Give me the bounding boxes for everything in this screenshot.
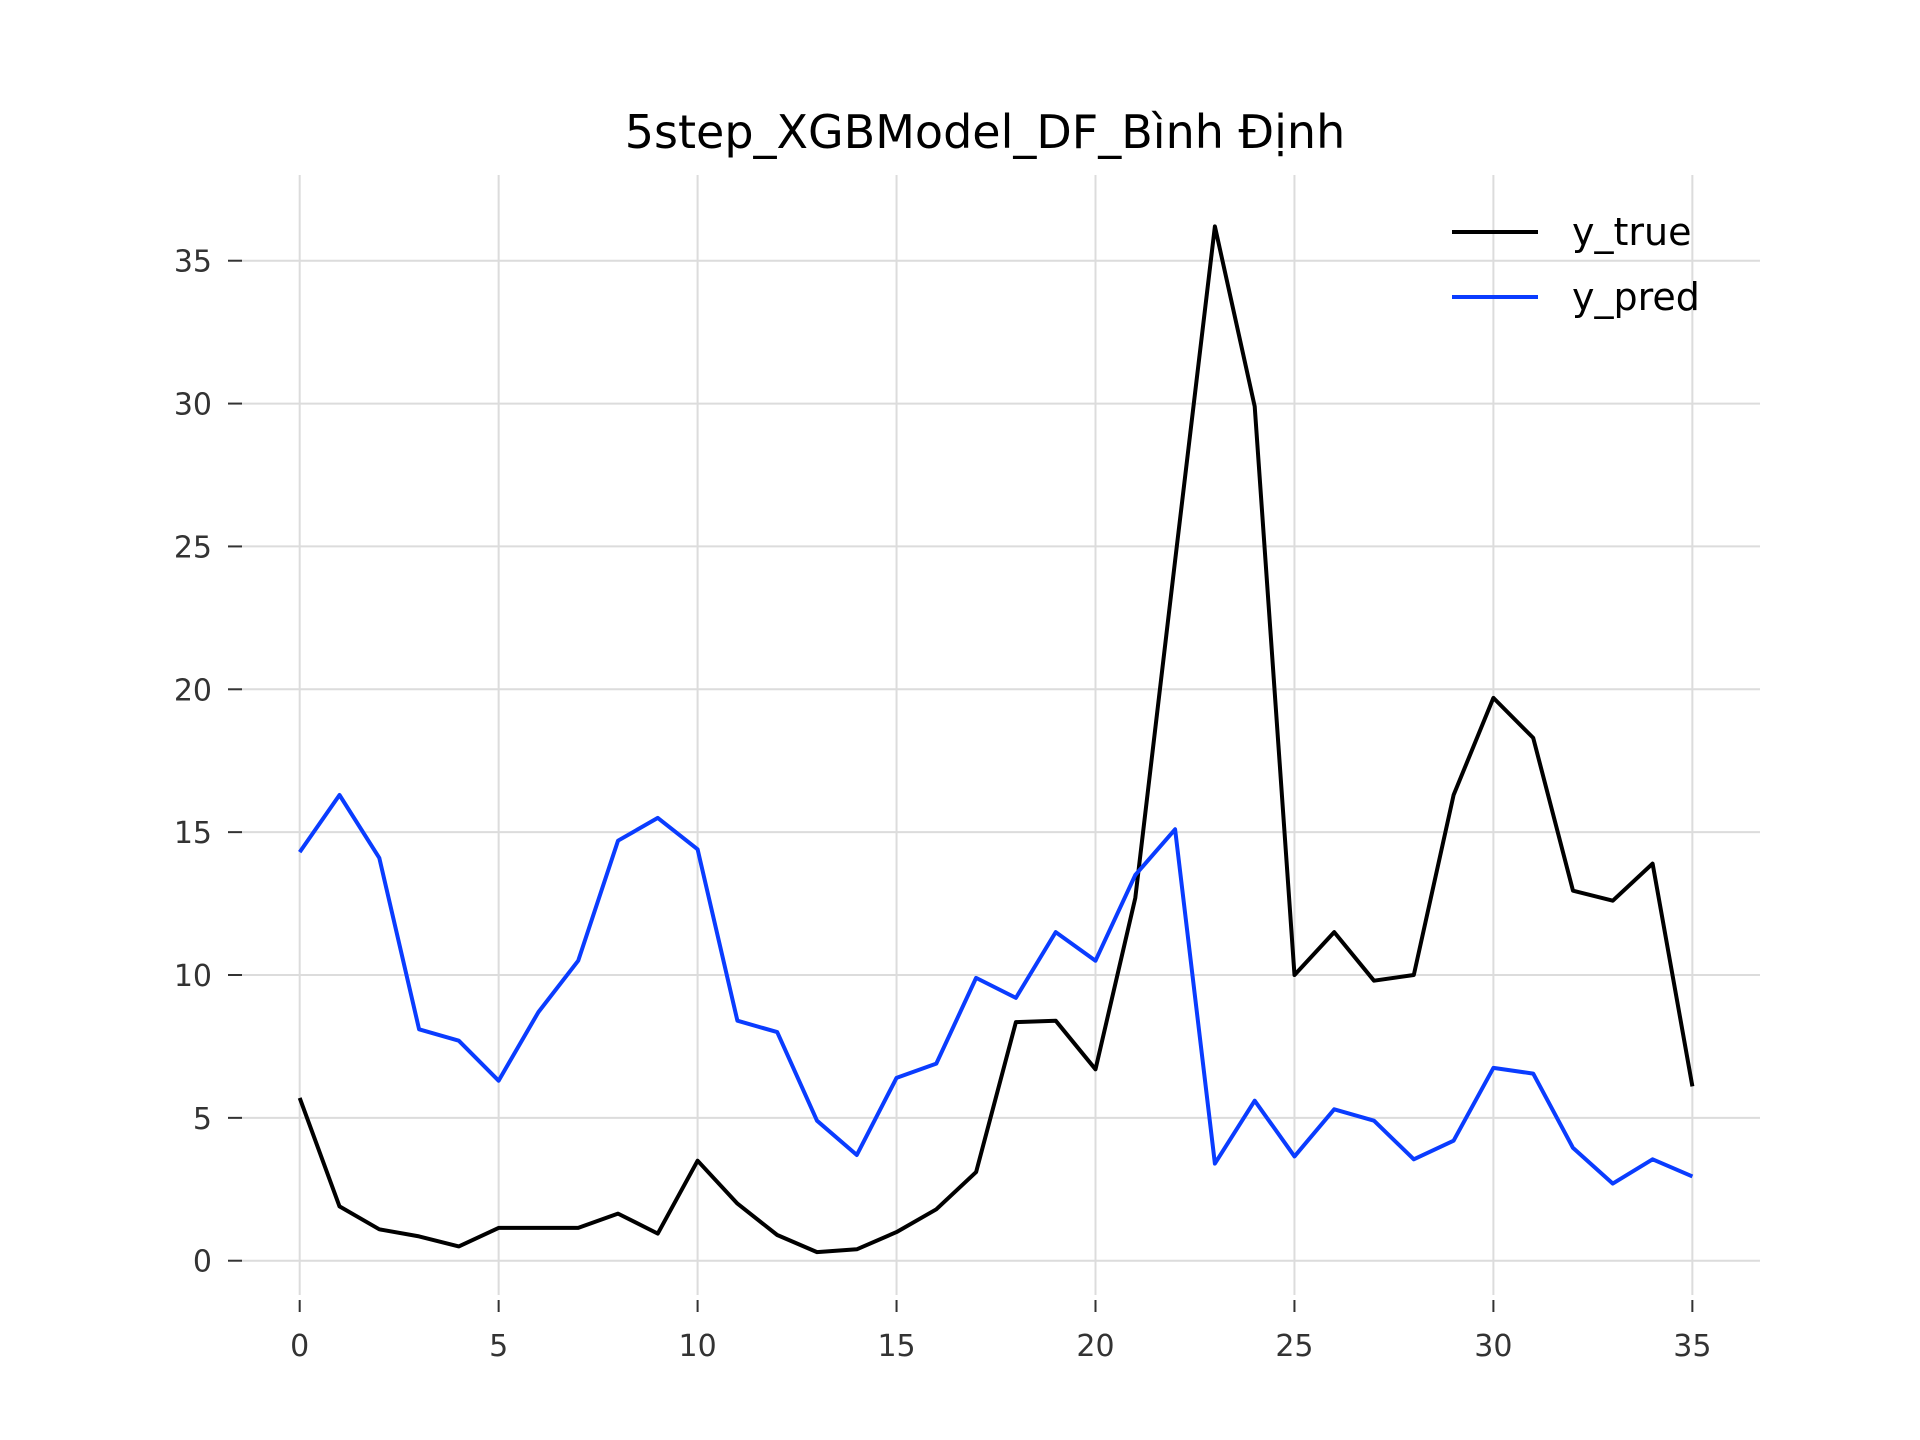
y-tick-label: 25 — [174, 530, 212, 565]
legend-label-y-pred: y_pred — [1572, 275, 1700, 319]
x-tick-label: 15 — [877, 1329, 915, 1364]
series-lines — [297, 224, 1695, 1255]
y-tick-label: 5 — [193, 1102, 212, 1137]
x-tick-label: 20 — [1076, 1329, 1114, 1364]
grid — [240, 175, 1760, 1295]
legend: y_true y_pred — [1452, 210, 1700, 319]
y-tick-label: 10 — [174, 959, 212, 994]
series-line-y-true — [297, 224, 1695, 1255]
legend-label-y-true: y_true — [1572, 210, 1691, 254]
y-tick-label: 30 — [174, 388, 212, 423]
chart-title: 5step_XGBModel_DF_Bình Định — [625, 105, 1345, 159]
x-tick-label: 35 — [1673, 1329, 1711, 1364]
x-tick-label: 5 — [489, 1329, 508, 1364]
x-tick-label: 10 — [678, 1329, 716, 1364]
series-line-y-pred — [298, 793, 1694, 1186]
y-tick-label: 15 — [174, 816, 212, 851]
y-tick-label: 20 — [174, 673, 212, 708]
x-tick-label: 25 — [1275, 1329, 1313, 1364]
axis-ticks: 0 5 10 15 20 25 30 35 0 5 10 15 20 25 30 35 — [174, 245, 1712, 1364]
x-tick-label: 30 — [1474, 1329, 1512, 1364]
y-tick-label: 35 — [174, 245, 212, 280]
y-tick-label: 0 — [193, 1245, 212, 1280]
x-tick-label: 0 — [290, 1329, 309, 1364]
